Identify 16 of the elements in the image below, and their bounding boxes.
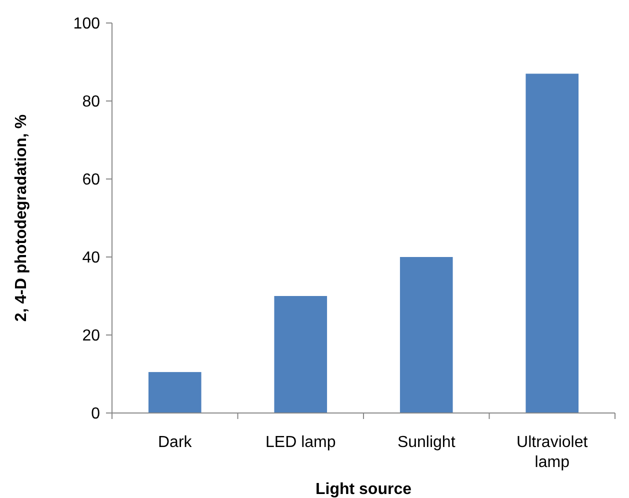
bar bbox=[274, 296, 328, 413]
bar bbox=[526, 74, 579, 413]
y-tick-label: 80 bbox=[82, 94, 100, 111]
y-tick-label: 40 bbox=[82, 250, 100, 267]
y-tick-label: 20 bbox=[82, 328, 100, 345]
y-tick-label: 60 bbox=[82, 172, 100, 189]
bar bbox=[400, 257, 453, 413]
x-tick-label: LED lamp bbox=[266, 434, 336, 451]
bar bbox=[148, 372, 202, 413]
x-tick-label: Ultraviolet lamp bbox=[516, 434, 588, 471]
y-tick-label: 100 bbox=[73, 16, 100, 33]
y-tick-label: 0 bbox=[91, 406, 100, 423]
x-tick-label: Sunlight bbox=[397, 434, 456, 451]
y-axis-title: 2, 4-D photodegradation, % bbox=[13, 114, 30, 322]
x-axis-title: Light source bbox=[315, 481, 412, 498]
x-tick-label: Dark bbox=[158, 434, 193, 451]
